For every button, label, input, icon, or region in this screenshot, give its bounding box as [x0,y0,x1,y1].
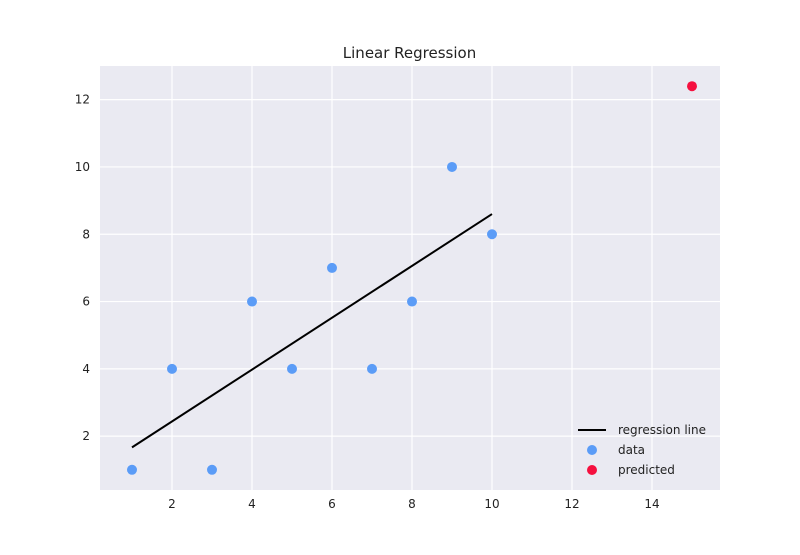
series-layer [127,81,697,475]
legend-label: predicted [618,463,675,477]
data-point [247,296,257,307]
data-point [127,464,137,475]
y-tick-labels: 2 4 6 8 10 12 [75,93,90,444]
y-tick-label: 12 [75,93,90,107]
data-point [487,229,497,240]
regression-line [131,213,493,449]
x-tick-label: 4 [248,497,256,511]
data-point [407,296,417,307]
legend-label: data [618,443,645,457]
x-tick-label: 6 [328,497,336,511]
x-tick-label: 12 [564,497,579,511]
legend-marker-swatch [587,465,597,475]
legend-label: regression line [618,423,706,437]
x-tick-label: 2 [168,497,176,511]
y-tick-label: 8 [82,227,90,241]
data-point [287,363,297,374]
plot-area [100,66,720,490]
data-point [207,464,217,475]
x-tick-label: 14 [644,497,659,511]
predicted-point [687,81,697,92]
legend-marker-swatch [587,445,597,455]
y-tick-label: 6 [82,295,90,309]
y-tick-label: 2 [82,429,90,443]
x-tick-label: 8 [408,497,416,511]
data-point [367,363,377,374]
x-tick-labels: 2 4 6 8 10 12 14 [168,497,659,511]
chart-title: Linear Regression [343,44,476,62]
legend: regression line data predicted [578,423,706,477]
data-point [327,262,337,273]
data-point [167,363,177,374]
data-point [447,161,457,172]
y-tick-label: 4 [82,362,90,376]
y-tick-label: 10 [75,160,90,174]
x-tick-label: 10 [484,497,499,511]
